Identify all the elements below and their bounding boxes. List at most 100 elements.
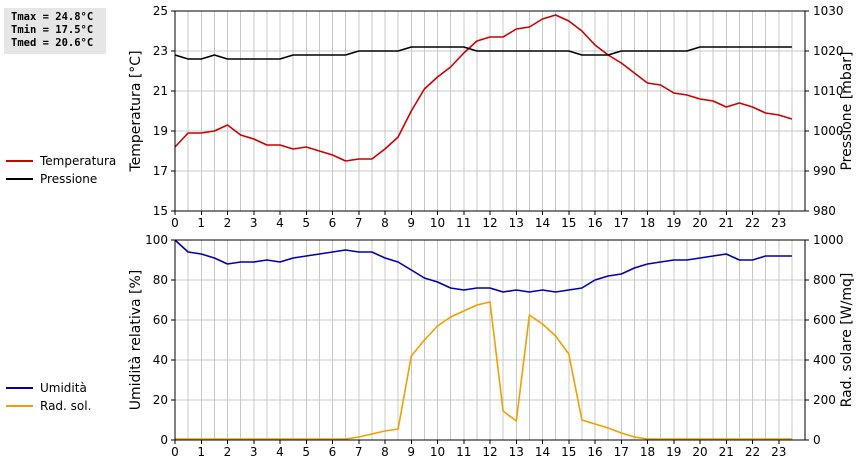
series-line-temperatura — [174, 14, 793, 162]
x-tick-label: 23 — [771, 216, 786, 230]
x-tick-label: 22 — [745, 216, 760, 230]
x-tick-label: 10 — [430, 216, 445, 230]
legend-item-temperatura: Temperatura — [6, 152, 116, 170]
y-right-tick-label: 1030 — [813, 4, 844, 18]
y-right-tick-label: 990 — [813, 164, 836, 178]
x-tick-label: 11 — [456, 445, 471, 459]
y-right-tick-label: 1000 — [813, 124, 844, 138]
x-tick-label: 12 — [482, 216, 497, 230]
top-chart-legend: Temperatura Pressione — [6, 152, 116, 188]
x-tick-label: 6 — [329, 445, 337, 459]
legend-item-rad-sol: Rad. sol. — [6, 397, 91, 415]
chart-panel-2: 0 1 2 3 4 5 6 7 8 9 10 11 12 13 14 15 16 17 18 19 20 21 22 2302… — [128, 233, 855, 459]
x-tick-label: 17 — [614, 216, 629, 230]
x-tick-label: 8 — [381, 216, 389, 230]
x-tick-label: 14 — [535, 445, 550, 459]
x-tick-label: 1 — [197, 445, 205, 459]
x-tick-label: 19 — [666, 216, 681, 230]
y-left-axis-label: Temperatura [°C] — [128, 50, 144, 172]
x-tick-label: 2 — [224, 445, 232, 459]
x-tick-label: 15 — [561, 445, 576, 459]
tmax-stat: Tmax = 24.8°C — [11, 11, 94, 23]
x-tick-label: 3 — [250, 216, 258, 230]
umidita-swatch — [6, 387, 33, 389]
x-tick-label: 23 — [771, 445, 786, 459]
y-left-tick-label: 80 — [153, 273, 168, 287]
x-tick-label: 19 — [666, 445, 681, 459]
x-tick-label: 21 — [719, 445, 734, 459]
x-tick-label: 7 — [355, 216, 363, 230]
x-tick-label: 20 — [692, 445, 707, 459]
y-right-tick-label: 1000 — [813, 233, 844, 247]
y-left-tick-label: 60 — [153, 313, 168, 327]
x-tick-label: 18 — [640, 445, 655, 459]
chart-panel-1: 0 1 2 3 4 5 6 7 8 9 10 11 12 13 14 15 16 17 18 19 20 21 22 2315… — [128, 4, 855, 230]
x-tick-label: 0 — [171, 445, 179, 459]
legend-label-umidita: Umidità — [40, 381, 87, 395]
legend-label-pressione: Pressione — [40, 172, 98, 186]
x-tick-label: 5 — [302, 445, 310, 459]
y-right-tick-label: 980 — [813, 204, 836, 218]
temperature-stats-box: Tmax = 24.8°C Tmin = 17.5°C Tmed = 20.6°… — [4, 8, 106, 54]
y-left-tick-label: 100 — [145, 233, 168, 247]
y-right-axis-label: Rad. solare [W/mq] — [839, 273, 855, 408]
x-tick-label: 16 — [587, 216, 602, 230]
tmed-stat: Tmed = 20.6°C — [11, 37, 94, 49]
y-left-tick-label: 20 — [153, 393, 168, 407]
x-tick-label: 9 — [407, 445, 415, 459]
y-left-tick-label: 40 — [153, 353, 168, 367]
x-tick-label: 9 — [407, 216, 415, 230]
legend-item-umidita: Umidità — [6, 379, 91, 397]
y-right-tick-label: 0 — [813, 433, 821, 447]
y-left-tick-label: 15 — [153, 204, 168, 218]
y-right-tick-label: 600 — [813, 313, 836, 327]
y-left-axis-label: Umidità relativa [%] — [128, 270, 144, 411]
pressione-swatch — [6, 178, 33, 180]
series-line-pressione — [174, 46, 792, 60]
y-right-tick-label: 800 — [813, 273, 836, 287]
x-tick-label: 2 — [224, 216, 232, 230]
x-tick-label: 1 — [197, 216, 205, 230]
x-tick-label: 17 — [614, 445, 629, 459]
y-left-tick-label: 0 — [160, 433, 168, 447]
legend-label-temperatura: Temperatura — [40, 154, 117, 168]
series-line-rad-sol — [175, 301, 792, 440]
series-line-umidit — [174, 239, 792, 293]
x-tick-label: 21 — [719, 216, 734, 230]
x-tick-label: 4 — [276, 445, 284, 459]
x-tick-label: 6 — [329, 216, 337, 230]
y-left-tick-label: 19 — [153, 124, 168, 138]
legend-label-rad-sol: Rad. sol. — [40, 399, 92, 413]
x-tick-label: 3 — [250, 445, 258, 459]
x-tick-label: 4 — [276, 216, 284, 230]
x-tick-label: 10 — [430, 445, 445, 459]
x-tick-label: 13 — [509, 216, 524, 230]
x-tick-label: 22 — [745, 445, 760, 459]
x-tick-label: 13 — [509, 445, 524, 459]
y-left-tick-label: 25 — [153, 4, 168, 18]
x-tick-label: 14 — [535, 216, 550, 230]
x-tick-label: 0 — [171, 216, 179, 230]
y-left-tick-label: 23 — [153, 44, 168, 58]
tmin-stat: Tmin = 17.5°C — [11, 24, 94, 36]
x-tick-label: 16 — [587, 445, 602, 459]
rad-sol-swatch — [6, 405, 33, 407]
y-right-axis-label: Pressione [mbar] — [839, 51, 855, 170]
y-right-tick-label: 1010 — [813, 84, 844, 98]
x-tick-label: 5 — [302, 216, 310, 230]
y-right-tick-label: 400 — [813, 353, 836, 367]
x-tick-label: 18 — [640, 216, 655, 230]
bottom-chart-legend: Umidità Rad. sol. — [6, 379, 91, 415]
temperatura-swatch — [6, 160, 33, 162]
legend-item-pressione: Pressione — [6, 170, 116, 188]
x-tick-label: 8 — [381, 445, 389, 459]
x-tick-label: 11 — [456, 216, 471, 230]
x-tick-label: 20 — [692, 216, 707, 230]
y-right-tick-label: 1020 — [813, 44, 844, 58]
x-tick-label: 12 — [482, 445, 497, 459]
x-tick-label: 7 — [355, 445, 363, 459]
x-tick-label: 15 — [561, 216, 576, 230]
y-left-tick-label: 21 — [153, 84, 168, 98]
y-right-tick-label: 200 — [813, 393, 836, 407]
